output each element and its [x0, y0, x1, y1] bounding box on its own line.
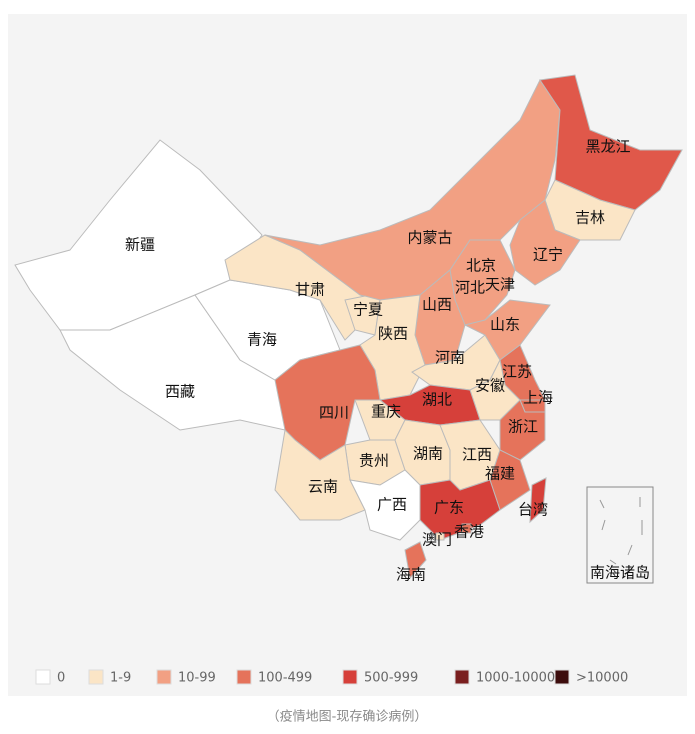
- province: [419, 479, 501, 541]
- legend-label: >10000: [576, 671, 628, 686]
- province-label: 青海: [247, 331, 277, 349]
- legend: 0 1-9 10-99 100-499 500-999 1000-10000 >10000: [35, 669, 628, 686]
- legend-swatch: [236, 669, 252, 685]
- province: [509, 199, 581, 286]
- province: [539, 74, 683, 211]
- caption: （疫情地图-现存确诊病例）: [267, 709, 428, 725]
- legend-swatch: [454, 669, 470, 685]
- province-label: 重庆: [371, 403, 401, 421]
- province-label: 北京: [466, 257, 496, 275]
- province-label: 江苏: [502, 363, 532, 381]
- province-label: 湖南: [413, 445, 443, 463]
- province: [463, 299, 551, 361]
- province-label: 云南: [308, 478, 338, 496]
- province: [469, 358, 521, 421]
- province-label: 福建: [485, 465, 515, 483]
- province: [529, 477, 547, 524]
- province-label: 安徽: [475, 377, 505, 395]
- legend-label: 1-9: [110, 671, 131, 686]
- province-label: 山东: [490, 316, 520, 334]
- legend-swatch: [88, 669, 104, 685]
- province-label: 山西: [422, 296, 452, 314]
- province-label: 内蒙古: [407, 229, 452, 247]
- legend-label: 500-999: [364, 671, 418, 686]
- province: [435, 532, 445, 541]
- province-label: 陕西: [378, 325, 408, 343]
- south-sea-box: [586, 486, 654, 584]
- province-label: 吉林: [575, 209, 605, 227]
- province-label: 广东: [434, 499, 464, 517]
- legend-swatch: [342, 669, 358, 685]
- legend-swatch: [35, 669, 51, 685]
- province-label: 西藏: [165, 383, 195, 401]
- province-label: 海南: [396, 566, 426, 584]
- province-label: 黑龙江: [585, 138, 630, 156]
- south-sea-label: 南海诸岛: [590, 564, 650, 582]
- province-label: 四川: [319, 404, 349, 422]
- province-label: 江西: [462, 446, 492, 464]
- province-label: 浙江: [508, 418, 538, 436]
- province: [404, 541, 427, 580]
- province-label: 广西: [377, 496, 407, 514]
- province: [489, 449, 531, 511]
- province-label: 宁夏: [353, 301, 383, 319]
- province-label: 台湾: [518, 501, 548, 519]
- province-label: 新疆: [125, 236, 155, 254]
- province-label: 上海: [523, 389, 553, 407]
- province-label: 天津: [485, 276, 515, 294]
- legend-label: 0: [57, 671, 65, 686]
- province-label: 甘肃: [295, 281, 325, 299]
- province-label: 辽宁: [533, 246, 563, 264]
- legend-label: 100-499: [258, 671, 312, 686]
- province: [461, 523, 472, 534]
- province-label: 贵州: [359, 452, 389, 470]
- legend-label: 10-99: [178, 671, 216, 686]
- province-label: 河南: [435, 349, 465, 367]
- province-label: 香港: [454, 523, 484, 541]
- legend-swatch: [554, 669, 570, 685]
- province: [349, 469, 421, 541]
- province-label: 河北: [455, 279, 485, 297]
- legend-label: 1000-10000: [476, 671, 555, 686]
- province-label: 澳门: [422, 531, 452, 549]
- province-label: 湖北: [422, 391, 452, 409]
- legend-swatch: [156, 669, 172, 685]
- south-sea-islands: [599, 497, 643, 565]
